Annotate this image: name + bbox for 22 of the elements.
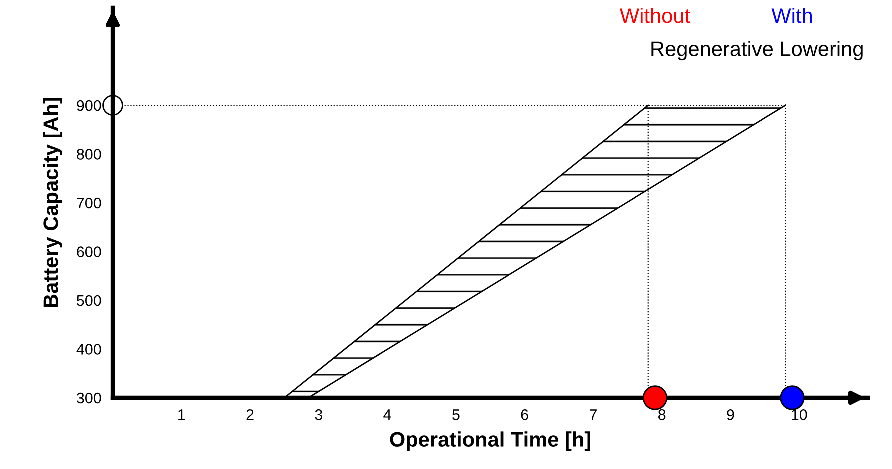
x-tick-label: 7 xyxy=(590,410,597,420)
x-tick-label: 1 xyxy=(178,410,186,420)
text: Without xyxy=(620,8,690,24)
y-tick-label: 600 xyxy=(77,246,102,258)
x-axis-title: Operational Time [h] xyxy=(390,432,590,452)
x-tick-label: 9 xyxy=(727,410,734,420)
x-tick-label: 2 xyxy=(246,410,254,420)
y-axis-title: Battery Capacity [Ah] xyxy=(43,98,63,308)
y-tick-label: 300 xyxy=(76,392,102,404)
y-tick-label: 900 xyxy=(77,100,102,112)
annotation: Regenerative Lowering xyxy=(652,41,863,61)
x-tick-label: 8 xyxy=(658,410,666,420)
x-tick-label: 3 xyxy=(315,410,322,420)
x-tick-label: 10 xyxy=(792,410,808,420)
x-tick-label: 5 xyxy=(452,410,460,420)
x-tick-label: 6 xyxy=(521,410,528,420)
text: With xyxy=(772,8,812,24)
y-tick-label: 800 xyxy=(77,149,102,160)
y-tick-label: 400 xyxy=(76,344,102,355)
y-tick-label: 700 xyxy=(77,198,102,209)
y-tick-label: 500 xyxy=(77,295,102,306)
x-tick-label: 4 xyxy=(384,410,392,420)
